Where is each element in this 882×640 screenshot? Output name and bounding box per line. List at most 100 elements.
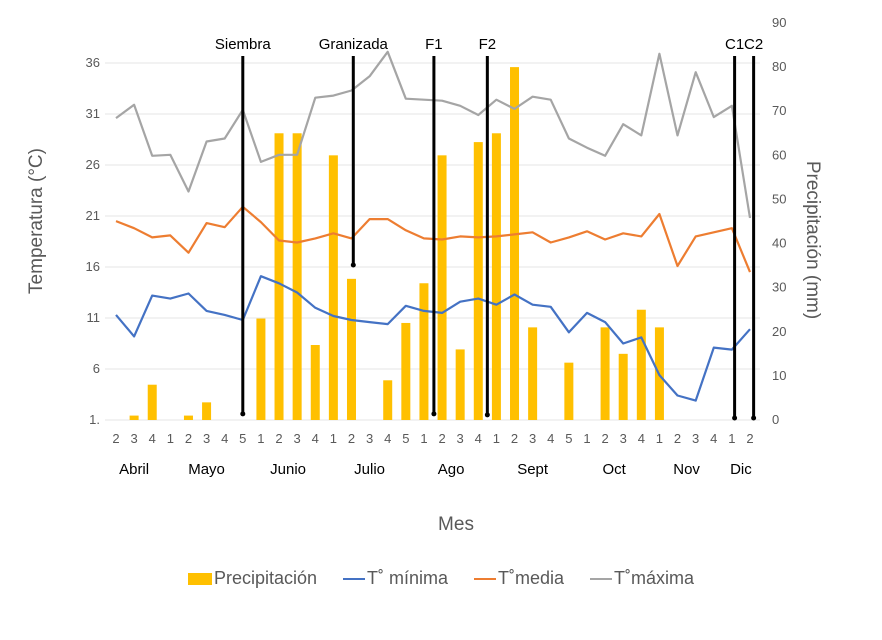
precipitation-bar [528,327,538,420]
event-marker-c1: C1 [725,36,744,421]
precipitation-bar [147,384,157,420]
precipitation-bar [256,318,266,420]
legend: Precipitación T˚ mínima T˚media T˚máxima [0,568,882,589]
precipitation-bar [510,67,520,420]
x-tick-label: 2 [438,431,445,446]
x-tick-label: 1 [728,431,735,446]
x-tick-label: 2 [348,431,355,446]
precipitation-bar [310,345,320,420]
y2-tick-label: 70 [772,103,786,118]
precipitation-bar [437,155,447,421]
event-line-end [350,262,356,268]
event-line-end [240,411,246,417]
x-tick-label: 4 [149,431,156,446]
month-label: Sept [517,461,549,478]
x-tick-label: 1 [583,431,590,446]
legend-swatch-t-minima [343,577,366,580]
left-axis-ticks: 36 31 26 21 16 11 6 1. [86,55,100,427]
precipitation-bar [600,327,610,420]
event-label: Siembra [215,36,272,53]
precipitation-bar [636,309,646,420]
event-label: C1 [725,36,744,53]
month-label: Junio [270,461,306,478]
x-tick-label: 4 [312,431,319,446]
x-tick-label: 2 [674,431,681,446]
y-tick-label: 31 [86,106,100,121]
event-line-end [751,415,757,421]
x-tick-label: 1 [257,431,264,446]
y-tick-label: 1. [89,412,100,427]
legend-swatch-precipitacion [187,572,212,585]
month-label: Dic [730,461,752,478]
legend-item-t-maxima: T˚máxima [590,568,694,589]
y2-tick-label: 40 [772,236,786,251]
x-tick-label: 4 [547,431,554,446]
x-tick-label: 1 [420,431,427,446]
x-tick-label: 4 [710,431,717,446]
x-tick-label: 2 [112,431,119,446]
precipitation-bar [183,415,193,420]
y2-axis-title: Precipitación (mm) [802,161,823,319]
legend-label-t-media: T˚media [498,568,565,588]
y-tick-label: 11 [87,310,101,325]
x-tick-label: 2 [746,431,753,446]
y2-tick-label: 10 [772,368,786,383]
x-tick-label: 4 [638,431,645,446]
x-tick-label: 1 [330,431,337,446]
month-label: Oct [602,461,626,478]
event-line-end [484,412,490,418]
event-marker-granizada: Granizada [319,36,389,268]
legend-item-t-media: T˚media [474,568,564,589]
x-tick-label: 4 [475,431,482,446]
y2-tick-label: 60 [772,147,786,162]
legend-swatch-t-media [474,577,497,580]
precipitation-bar [292,133,302,420]
precipitation-bar [618,353,628,420]
y2-tick-label: 90 [772,15,786,30]
x-tick-label: 3 [203,431,210,446]
x-tick-label: 4 [221,431,228,446]
x-tick-label: 3 [529,431,536,446]
precipitation-bar [346,278,356,420]
month-label: Julio [354,461,385,478]
x-tick-label: 3 [457,431,464,446]
precipitation-bar [455,349,465,420]
x-tick-label: 5 [402,431,409,446]
y-tick-label: 26 [86,157,100,172]
event-line-end [732,415,738,421]
y-tick-label: 6 [93,361,100,376]
x-tick-label: 2 [185,431,192,446]
y2-tick-label: 0 [772,412,779,427]
x-tick-label: 1 [167,431,174,446]
precipitation-bar [129,415,139,420]
event-line-end [431,411,437,417]
x-tick-label: 1 [493,431,500,446]
right-axis-ticks: 90 80 70 60 50 40 30 20 10 0 [772,15,786,427]
precipitation-bar [419,283,429,420]
y-axis-title: Temperatura (°C) [26,148,47,294]
precipitation-bar [491,133,501,420]
x-tick-label: 3 [294,431,301,446]
legend-label-precipitacion: Precipitación [213,568,318,588]
x-tick-label: 3 [692,431,699,446]
y2-tick-label: 20 [772,324,786,339]
y2-tick-label: 50 [772,191,786,206]
event-label: F2 [479,36,497,53]
precipitation-bar [328,155,338,421]
month-label: Mayo [188,461,225,478]
event-marker-c2: C2 [744,36,763,421]
precipitation-bars [129,67,664,421]
legend-item-precipitacion: Precipitación [187,568,318,589]
precipitation-bar [383,380,393,420]
month-labels: Abril Mayo Junio Julio Ago Sept Oct Nov Dic [119,461,752,478]
y-tick-label: 36 [86,55,100,70]
precipitation-bar [202,402,212,420]
x-tick-label: 2 [511,431,518,446]
x-tick-label: 2 [275,431,282,446]
event-label: F1 [425,36,443,53]
event-markers: Siembra Granizada F1 F2 C1 C2 [215,36,763,421]
x-axis-title: Mes [438,514,474,535]
x-tick-label: 3 [130,431,137,446]
x-tick-label: 1 [656,431,663,446]
